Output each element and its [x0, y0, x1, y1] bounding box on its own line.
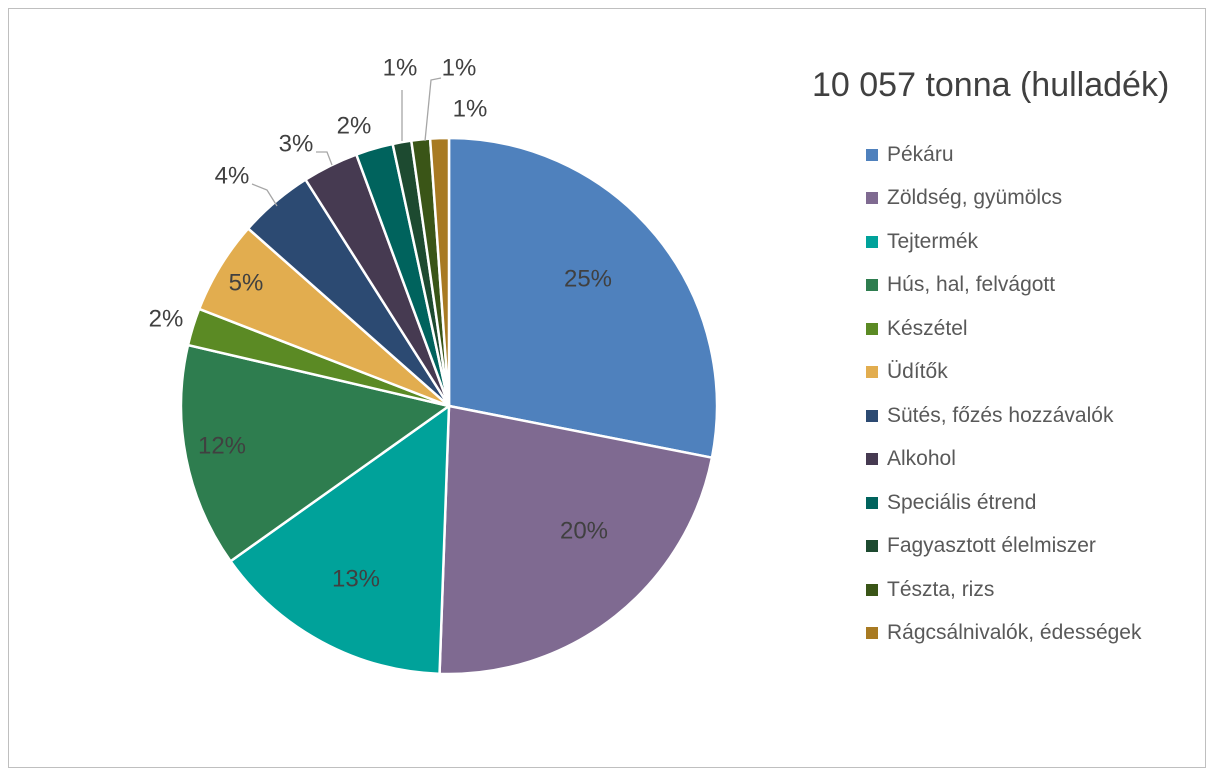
chart-title: 10 057 tonna (hulladék) [812, 66, 1170, 104]
slice-data-label: 2% [337, 112, 372, 139]
legend-swatch [866, 148, 878, 161]
slice-data-label: 13% [332, 565, 380, 592]
pie-slice [228, 403, 451, 676]
pie-slice [428, 136, 451, 407]
legend-swatch [866, 540, 878, 553]
legend-item: Tejtermék [866, 220, 1141, 264]
legend-label: Speciális étrend [887, 490, 1037, 514]
slice-data-label: 20% [560, 517, 608, 544]
legend-label: Készétel [887, 316, 968, 340]
legend-item: Tészta, rizs [866, 568, 1141, 612]
pie-chart: 25% 20% 13% 12% 2% 5% 4% 3% 2% 1% 1% 1% [149, 54, 719, 676]
legend-swatch [866, 322, 878, 335]
legend-item: Pékáru [866, 133, 1141, 177]
legend-label: Fagyasztott élelmiszer [887, 534, 1096, 558]
legend-swatch [866, 453, 878, 466]
pie-slices [179, 136, 719, 676]
legend-swatch [866, 235, 878, 248]
legend-label: Pékáru [887, 142, 954, 166]
slice-data-label: 2% [149, 305, 184, 332]
leader-line [251, 183, 278, 207]
legend-swatch [866, 279, 878, 292]
slice-data-label: 3% [279, 130, 314, 157]
legend-item: Sütés, főzés hozzávalók [866, 394, 1141, 438]
legend-item: Rágcsálnivalók, édességek [866, 612, 1141, 656]
legend-label: Alkohol [887, 447, 956, 471]
legend-item: Készétel [866, 307, 1141, 351]
slice-labels: 25% 20% 13% 12% 2% 5% 4% 3% 2% 1% 1% 1% [149, 54, 612, 592]
legend-item: Fagyasztott élelmiszer [866, 525, 1141, 569]
legend-swatch [866, 496, 878, 509]
legend-item: Hús, hal, felvágott [866, 264, 1141, 308]
legend-swatch [866, 583, 878, 596]
chart-legend: Pékáru Zöldség, gyümölcs Tejtermék Hús, hal… [866, 133, 1141, 655]
slice-data-label: 25% [564, 265, 612, 292]
legend-item: Alkohol [866, 438, 1141, 482]
slice-data-label: 12% [198, 432, 246, 459]
pie-slice [179, 343, 452, 563]
pie-slice [447, 136, 719, 460]
slice-data-label: 1% [383, 54, 418, 81]
legend-item: Zöldség, gyümölcs [866, 177, 1141, 221]
slice-data-label: 4% [215, 162, 250, 189]
legend-label: Hús, hal, felvágott [887, 273, 1056, 297]
legend-swatch [866, 192, 878, 205]
slice-data-label: 1% [442, 54, 477, 81]
legend-swatch [866, 409, 878, 422]
legend-label: Sütés, főzés hozzávalók [887, 403, 1114, 427]
legend-label: Tészta, rizs [887, 577, 995, 601]
legend-swatch [866, 627, 878, 640]
slice-data-label: 5% [229, 269, 264, 296]
legend-label: Rágcsálnivalók, édességek [887, 621, 1142, 645]
legend-item: Speciális étrend [866, 481, 1141, 525]
slice-data-label: 1% [453, 95, 488, 122]
leader-lines [251, 77, 442, 207]
legend-label: Üdítők [887, 360, 948, 384]
legend-swatch [866, 366, 878, 379]
leader-line [424, 77, 442, 142]
leader-line [316, 151, 333, 166]
pie-slice [438, 404, 714, 676]
legend-label: Tejtermék [887, 229, 979, 253]
legend-item: Üdítők [866, 351, 1141, 395]
legend-label: Zöldség, gyümölcs [887, 186, 1063, 210]
